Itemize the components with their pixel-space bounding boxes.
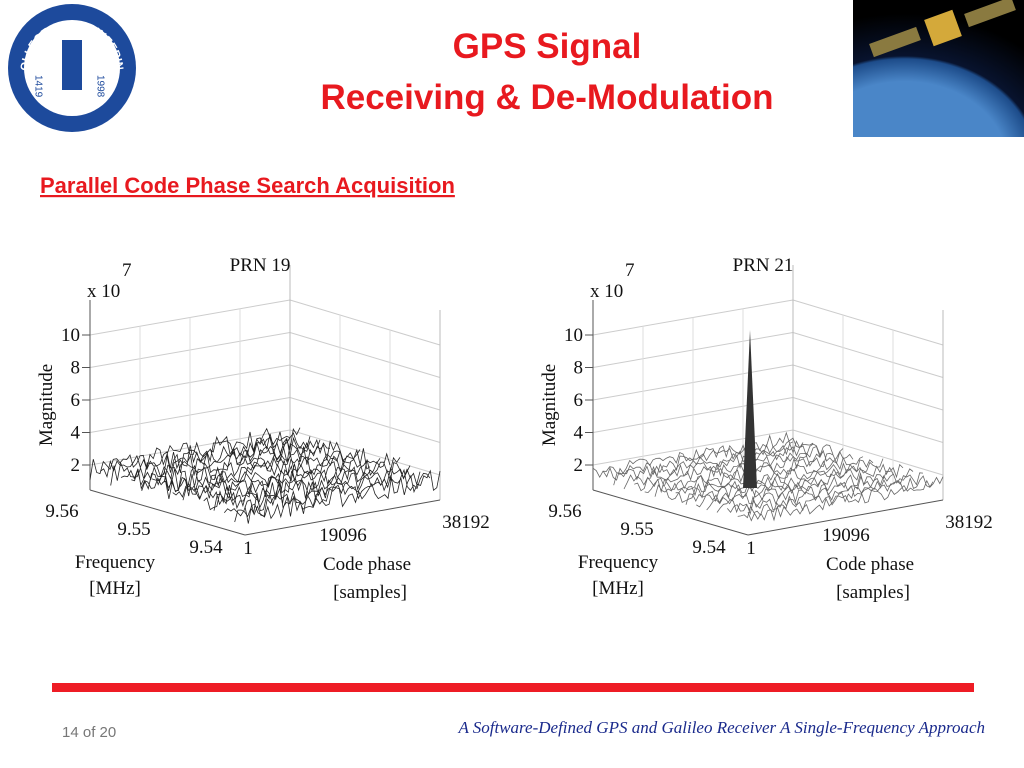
y-tick-label: 10 [564,325,583,346]
axis [89,489,246,536]
scale-label: x 10 [87,281,120,302]
logo: COLLEGE OF ENGINEERING 1419 1998 [0,0,136,132]
grid-line [289,332,441,378]
code-label: Code phase [323,554,411,575]
y-tick-label: 10 [61,325,80,346]
y-axis-label: Magnitude [36,364,57,446]
solar-panel [964,0,1016,28]
code-label: [samples] [836,582,910,603]
scale-label: x 10 [590,281,623,302]
y-tick-label: 2 [574,455,584,476]
surface [89,427,441,524]
code-tick-label: 38192 [442,512,490,533]
code-label: [samples] [333,582,407,603]
y-tick-label: 4 [574,423,584,444]
grid-line [792,364,944,411]
axis [592,489,749,536]
y-tick-label: 2 [71,455,81,476]
page-number: 14 of 20 [62,724,116,741]
code-tick-label: 38192 [945,512,993,533]
satellite-body [924,9,962,47]
freq-label: Frequency [75,552,156,573]
grid-line [792,299,944,346]
freq-label: Frequency [578,552,659,573]
freq-tick-label: 9.55 [117,519,150,540]
peak [743,330,757,488]
grid-line [289,364,441,411]
code-tick-label: 1 [243,538,253,559]
scale-exponent: 7 [625,260,635,281]
reference: A Software-Defined GPS and Galileo Recei… [457,718,985,737]
scale-exponent: 7 [122,260,132,281]
figure-title: PRN 19 [230,255,291,276]
freq-tick-label: 9.54 [189,537,223,558]
y-tick-label: 8 [71,358,81,379]
solar-panel [869,26,921,58]
logo-year: 1419 [33,75,44,98]
grid-line [289,299,441,346]
figure-title: PRN 21 [733,255,794,276]
y-tick-label: 4 [71,423,81,444]
axis [747,499,944,536]
freq-tick-label: 9.55 [620,519,653,540]
code-tick-label: 19096 [822,525,870,546]
grid-line [792,429,944,476]
code-label: Code phase [826,554,914,575]
surface [592,431,944,522]
grid-line [792,332,944,378]
y-axis-label: Magnitude [539,364,560,446]
code-tick-label: 19096 [319,525,367,546]
freq-tick-label: 9.56 [45,501,78,522]
code-tick-label: 1 [746,538,756,559]
y-tick-label: 6 [71,390,81,411]
grid-line [792,397,944,443]
section-heading: Parallel Code Phase Search Acquisition [40,173,455,198]
rule [52,683,974,692]
freq-tick-label: 9.56 [548,501,581,522]
y-tick-label: 6 [574,390,584,411]
freq-tick-label: 9.54 [692,537,726,558]
title: GPS Signal [453,27,642,66]
grid-line [289,429,441,476]
grid-line [289,397,441,443]
logo-tower [62,40,82,90]
axis [244,499,441,536]
logo-year: 1998 [95,75,106,98]
freq-label: [MHz] [89,578,141,599]
satellite-image [853,0,1024,137]
title: Receiving & De-Modulation [320,78,773,117]
freq-label: [MHz] [592,578,644,599]
y-tick-label: 8 [574,358,584,379]
